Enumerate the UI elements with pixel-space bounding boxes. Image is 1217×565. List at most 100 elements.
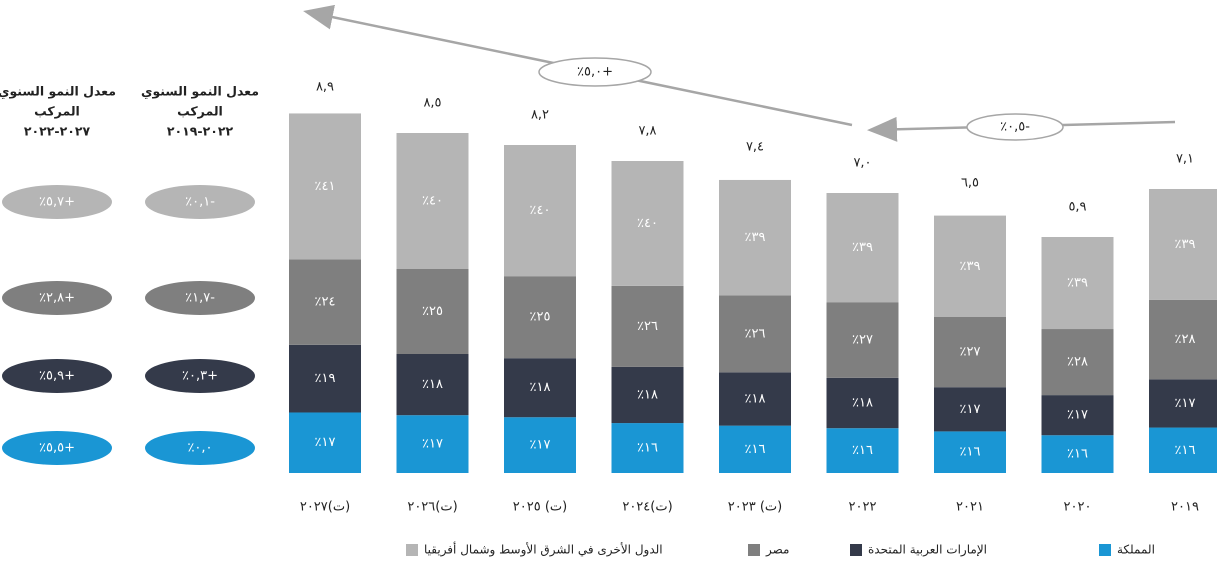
cagr-bubble (145, 281, 255, 315)
segment-label: ٪٢٦ (745, 326, 766, 341)
legend-swatch (406, 544, 418, 556)
total-label: ٨,٩ (316, 80, 334, 95)
bar-segment (719, 179, 791, 296)
total-label: ٧,٠ (853, 156, 871, 171)
x-tick-label: ٢٠٢١ (956, 500, 984, 515)
bar-segment (1041, 329, 1114, 396)
bar-segment (1041, 237, 1114, 330)
segment-label: ٪٣٩ (852, 240, 873, 255)
bar-segment (719, 295, 791, 373)
cagr-value: ٪٠,٠ (187, 441, 212, 456)
bar-segment (1041, 435, 1114, 473)
bar-segment (719, 372, 791, 426)
segment-label: ٪١٧ (1067, 408, 1088, 423)
x-tick-label: ٢٠٢٥ (ت) (513, 500, 567, 515)
annotation-bubble (538, 57, 652, 87)
cagr-value: ٪٥,٥+ (39, 441, 75, 456)
segment-label: ٪٢٥ (530, 310, 551, 325)
cagr-value: ٪١,٧- (185, 291, 215, 306)
bar-segment (396, 354, 469, 416)
x-tick-label: ٢٠٢٠ (1064, 500, 1092, 515)
cagr-bubble (2, 431, 112, 465)
cagr-bubble (145, 185, 255, 219)
segment-label: ٪٢٤ (315, 295, 336, 310)
segment-label: ٪١٧ (422, 437, 443, 452)
annotation: ٪٥,٠+ (577, 65, 613, 80)
segment-label: ٪٢٥ (422, 304, 443, 319)
cagr-bubble (2, 185, 112, 219)
bar-segment (934, 317, 1006, 388)
bar-segment (719, 425, 791, 473)
legend-label: مصر (765, 543, 789, 558)
bar-segment (611, 285, 684, 367)
segment-label: ٪١٨ (422, 377, 443, 392)
bar-segment (289, 412, 361, 473)
annotation-bubble (966, 113, 1064, 141)
segment-label: ٪٤٠ (422, 194, 443, 209)
bar-segment (504, 358, 576, 418)
cagr-header: ٢٠٢٧-٢٠٢٢ (24, 124, 91, 139)
bar-segment (504, 145, 576, 277)
bar-segment (826, 302, 899, 378)
cagr-header: المركب (34, 104, 80, 119)
segment-label: ٪٤٠ (530, 203, 551, 218)
bar-segment (1149, 379, 1217, 428)
segment-label: ٪١٦ (960, 445, 981, 460)
bar-segment (1149, 299, 1217, 380)
legend-label: المملكة (1117, 543, 1155, 557)
bar-segment (934, 431, 1006, 473)
x-tick-label: ٢٠٢٢ (849, 500, 877, 515)
bar-segment (1149, 189, 1217, 300)
bar-segment (611, 161, 684, 286)
segment-label: ٪٢٨ (1067, 355, 1088, 370)
total-label: ٧,١ (1176, 152, 1194, 167)
segment-label: ٪١٨ (637, 388, 658, 403)
segment-label: ٪١٦ (852, 443, 873, 458)
bar-segment (611, 423, 684, 473)
cagr-bubble (2, 359, 112, 393)
x-tick-label: ٢٠٢٤(ت) (622, 500, 672, 515)
segment-label: ٪١٧ (315, 435, 336, 450)
total-label: ٦,٥ (961, 176, 979, 191)
legend-label: الدول الأخرى في الشرق الأوسط وشمال أفريق… (424, 542, 663, 558)
segment-label: ٪١٧ (1175, 396, 1196, 411)
segment-label: ٪٢٧ (852, 333, 873, 348)
cagr-bubble (2, 281, 112, 315)
bar-segment (934, 387, 1006, 432)
segment-label: ٪٢٨ (1175, 332, 1196, 347)
bar-segment (504, 417, 576, 473)
total-label: ٨,٢ (531, 108, 549, 123)
legend-swatch (1099, 544, 1111, 556)
segment-label: ٪١٦ (745, 442, 766, 457)
cagr-value: ٪٥,٧+ (39, 195, 75, 210)
cagr-header: معدل النمو السنوي (0, 84, 116, 99)
legend-label: الإمارات العربية المتحدة (868, 543, 987, 558)
cagr-value: ٪٠,١- (185, 195, 215, 210)
cagr-header: ٢٠٢٢-٢٠١٩ (167, 124, 234, 139)
segment-label: ٪١٦ (1067, 447, 1088, 462)
bar-segment (826, 377, 899, 429)
segment-label: ٪١٩ (315, 371, 336, 386)
segment-label: ٪١٨ (530, 380, 551, 395)
segment-label: ٪١٧ (960, 402, 981, 417)
x-tick-label: ٢٠٢٦(ت) (407, 500, 457, 515)
bar-segment (289, 113, 361, 260)
cagr-bubble (145, 359, 255, 393)
bar-segment (611, 366, 684, 424)
cagr-bubble (145, 431, 255, 465)
cagr-value: ٪٠,٣+ (182, 369, 218, 384)
segment-label: ٪٣٩ (960, 259, 981, 274)
bar-segment (934, 215, 1006, 317)
cagr-header: معدل النمو السنوي (141, 84, 259, 99)
annotation: ٪٠,٥- (1000, 120, 1030, 135)
bar-segment (289, 259, 361, 345)
segment-label: ٪١٧ (530, 438, 551, 453)
segment-label: ٪١٨ (852, 396, 873, 411)
cagr-value: ٪٥,٩+ (39, 369, 75, 384)
bar-segment (396, 269, 469, 354)
total-label: ٥,٩ (1068, 200, 1086, 215)
bar-segment (826, 428, 899, 473)
segment-label: ٪١٦ (1175, 443, 1196, 458)
bar-segment (1041, 395, 1114, 436)
total-label: ٧,٨ (638, 124, 656, 139)
